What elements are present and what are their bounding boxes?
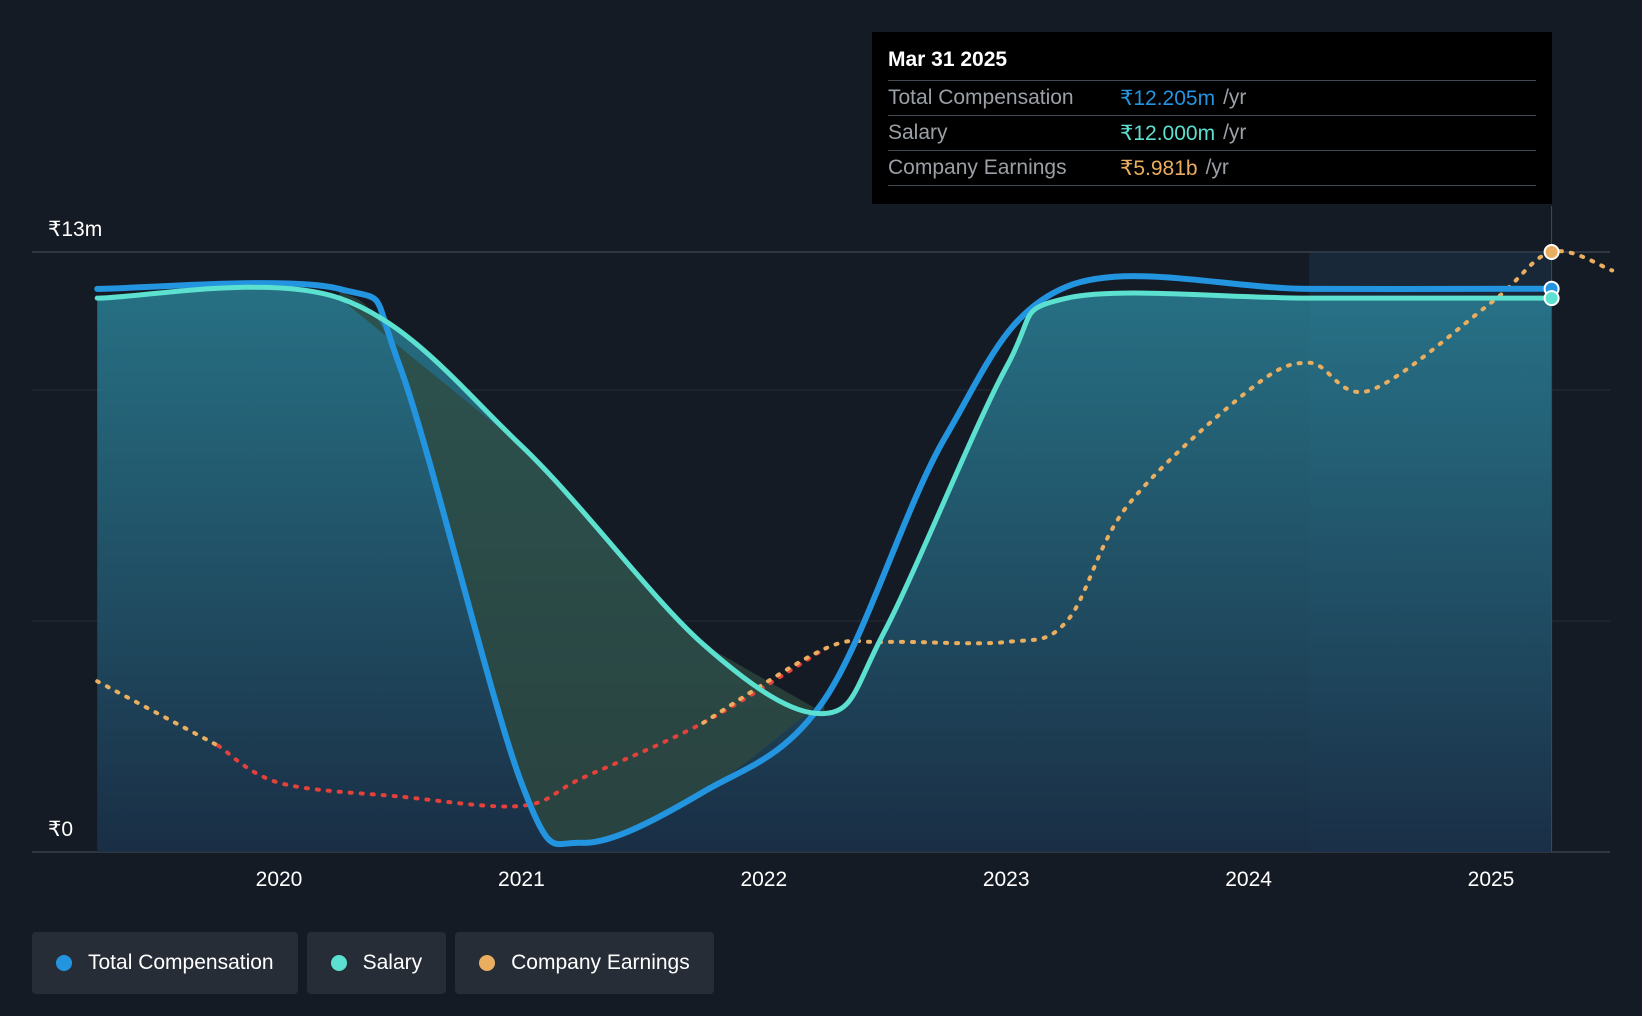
area-fill xyxy=(97,287,1552,853)
tooltip-unit: /yr xyxy=(1223,121,1247,144)
legend-dot-icon xyxy=(479,955,496,971)
x-tick-label: 2022 xyxy=(740,868,787,891)
x-tick-label: 2025 xyxy=(1468,868,1515,891)
tooltip-label: Salary xyxy=(888,121,948,144)
tooltip-unit: /yr xyxy=(1205,156,1229,179)
tooltip-date: Mar 31 2025 xyxy=(888,48,1008,71)
tooltip-row-company-earnings: Company Earnings ₹5.981b /yr xyxy=(888,150,1536,186)
earnings-marker xyxy=(1543,244,1560,260)
legend-label: Salary xyxy=(362,951,423,974)
x-tick-label: 2023 xyxy=(983,868,1030,891)
tooltip-value: ₹5.981b xyxy=(1120,156,1198,180)
legend-item-salary[interactable]: Salary xyxy=(306,932,447,994)
x-tick-label: 2024 xyxy=(1225,868,1272,891)
legend-item-company-earnings[interactable]: Company Earnings xyxy=(455,932,714,994)
earnings-line-start xyxy=(95,679,221,748)
y-axis-bottom-label: ₹0 xyxy=(48,818,73,841)
salary-marker xyxy=(1543,290,1560,307)
tooltip-value: ₹12.000m xyxy=(1120,121,1216,145)
salary-line xyxy=(94,284,1555,717)
legend: Total Compensation Salary Company Earnin… xyxy=(32,932,714,994)
tooltip-unit: /yr xyxy=(1223,86,1247,109)
tooltip-row-total-compensation: Total Compensation ₹12.205m /yr xyxy=(888,80,1536,115)
legend-label: Company Earnings xyxy=(511,951,690,974)
x-tick-label: 2021 xyxy=(498,868,545,891)
gap-fill xyxy=(339,288,825,845)
tooltip: Mar 31 2025 Total Compensation ₹12.205m … xyxy=(872,32,1552,204)
tooltip-label: Company Earnings xyxy=(888,156,1067,179)
legend-dot-icon xyxy=(330,955,347,971)
tooltip-label: Total Compensation xyxy=(888,86,1074,109)
tooltip-value: ₹12.205m xyxy=(1120,86,1216,110)
x-tick-label: 2020 xyxy=(256,868,303,891)
y-axis-top-label: ₹13m xyxy=(48,218,102,241)
x-axis: 2020 2021 2022 2023 2024 2025 xyxy=(256,868,1515,891)
tooltip-row-salary: Salary ₹12.000m /yr xyxy=(888,115,1536,150)
legend-label: Total Compensation xyxy=(88,951,274,974)
legend-item-total-compensation[interactable]: Total Compensation xyxy=(32,932,298,994)
legend-dot-icon xyxy=(56,955,72,971)
